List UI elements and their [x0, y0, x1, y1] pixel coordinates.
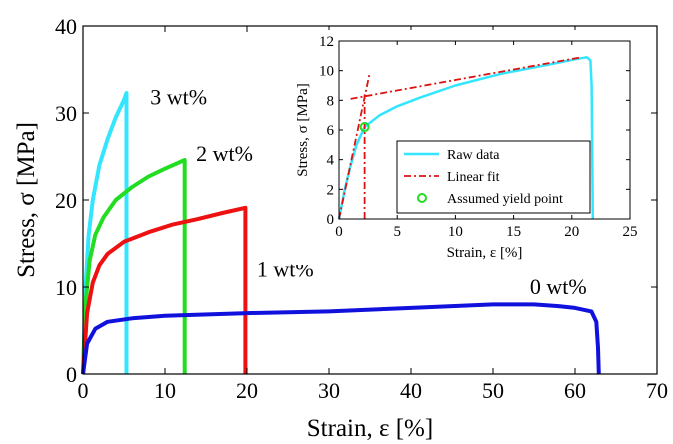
inset-legend: Raw data Linear fit Assumed yield point — [396, 140, 591, 214]
inset-series-raw-data — [337, 56, 595, 220]
inset-x-tick-label: 5 — [393, 224, 401, 240]
main-x-tick-label: 40 — [400, 378, 422, 403]
annotation-0-wt: 0 wt% — [530, 274, 587, 299]
main-x-tick-label: 70 — [646, 378, 668, 403]
main-annotations: 3 wt%2 wt%1 wt%0 wt% — [150, 84, 586, 299]
main-x-tick-label: 10 — [154, 378, 176, 403]
inset-y-tick-label: 12 — [319, 34, 334, 50]
inset-linear-fit-segment — [338, 74, 371, 220]
main-y-tick-label: 40 — [55, 14, 77, 39]
inset-x-tick-label: 20 — [564, 224, 579, 240]
series-line-2-wt — [81, 158, 187, 375]
inset-x-tick-label: 25 — [623, 224, 638, 240]
legend-label-raw-data: Raw data — [447, 148, 500, 163]
inset-y-axis-label: Stress, σ [MPa] — [295, 83, 311, 177]
main-y-axis-label: Stress, σ [MPa] — [13, 122, 40, 278]
inset-series-group — [337, 56, 595, 220]
main-x-tick-label: 50 — [482, 378, 504, 403]
main-x-tick-label: 30 — [318, 378, 340, 403]
inset-y-tick-label: 2 — [327, 182, 335, 198]
annotation-2-wt: 2 wt% — [196, 141, 253, 166]
inset-y-tick-label: 0 — [327, 212, 335, 228]
main-x-tick-label: 0 — [78, 378, 89, 403]
inset-linear-fit-segment — [350, 56, 582, 100]
inset-y-tick-label: 8 — [327, 93, 335, 109]
main-series-group — [81, 91, 601, 375]
inset-ticks: 0 5 10 15 20 25 0 2 4 6 8 10 12 — [319, 34, 638, 240]
main-y-tick-label: 20 — [55, 188, 77, 213]
main-y-tick-label: 0 — [66, 362, 77, 387]
inset-chart: 0 5 10 15 20 25 0 2 4 6 8 10 12 Strain, ε [%] Stress… — [292, 30, 642, 265]
inset-x-axis-label: Strain, ε [%] — [447, 245, 523, 261]
inset-x-tick-label: 15 — [506, 224, 521, 240]
main-x-axis-label: Strain, ε [%] — [307, 415, 433, 442]
series-line-3-wt — [81, 91, 129, 375]
legend-label-linear-fit: Linear fit — [447, 170, 500, 185]
series-line-1-wt — [81, 205, 248, 375]
legend-label-assumed-yield-point: Assumed yield point — [447, 192, 563, 207]
inset-x-tick-label: 10 — [448, 224, 463, 240]
main-x-tick-label: 20 — [236, 378, 258, 403]
series-line-0-wt — [81, 302, 601, 375]
main-y-tick-label: 30 — [55, 101, 77, 126]
inset-y-tick-label: 6 — [327, 123, 335, 139]
legend-swatch-assumed-yield-point — [417, 193, 427, 203]
main-y-tick-label: 10 — [55, 275, 77, 300]
main-x-tick-label: 60 — [564, 378, 586, 403]
inset-yield-point-marker — [359, 122, 370, 133]
annotation-3-wt: 3 wt% — [150, 84, 207, 109]
inset-y-tick-label: 10 — [319, 64, 334, 80]
inset-x-tick-label: 0 — [335, 224, 343, 240]
inset-y-tick-label: 4 — [327, 153, 335, 169]
